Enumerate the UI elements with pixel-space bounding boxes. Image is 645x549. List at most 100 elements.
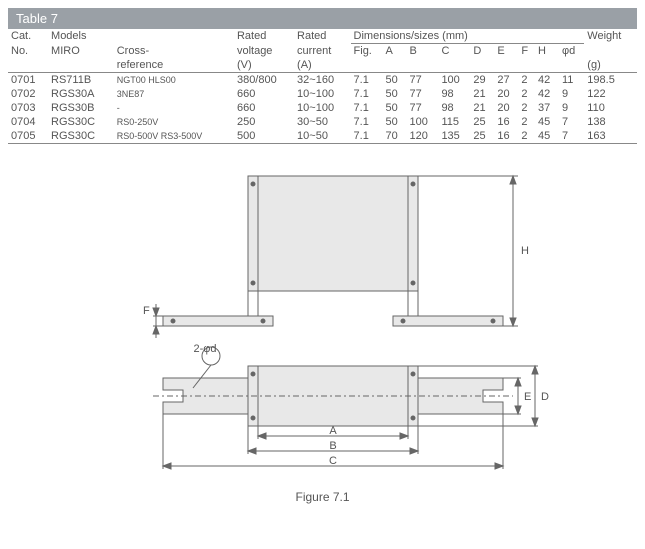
hdr-cat2: No. [8,44,48,59]
hdr-H: H [535,44,559,59]
hdr-models: Models [48,29,234,44]
table-title: Table 7 [8,8,637,29]
cell: 50 [383,73,407,88]
dim-label-E: E [524,391,531,403]
cell: 21 [470,87,494,101]
cell: 21 [470,101,494,115]
cell: 198.5 [584,73,637,88]
cell: 0705 [8,129,48,144]
cell: RGS30B [48,101,114,115]
cell: 98 [438,101,470,115]
hdr-cross1: Cross- [114,44,234,59]
cell: 11 [559,73,584,88]
cell: 115 [438,115,470,129]
hdr-cat1: Cat. [8,29,48,44]
hdr-E: E [494,44,518,59]
cell: RGS30C [48,129,114,144]
dim-label-D: D [541,391,549,403]
cell: 7 [559,115,584,129]
dim-label-F: F [143,305,150,317]
cell: 50 [383,87,407,101]
hdr-rv2: voltage [234,44,294,59]
hdr-rv1: Rated [234,29,294,44]
hdr-fig: Fig. [351,44,383,59]
cell: 20 [494,101,518,115]
cell: 25 [470,115,494,129]
cell: 2 [518,73,535,88]
cell: 30~50 [294,115,350,129]
hdr-A: A [383,44,407,59]
hdr-phid: φd [559,44,584,59]
cell: 10~100 [294,101,350,115]
cell: 77 [406,101,438,115]
cell: 500 [234,129,294,144]
table-row: 0703RGS30B-66010~1007.150779821202379110 [8,101,637,115]
hdr-w1: Weight [584,29,637,44]
table-row: 0701RS711BNGT00 HLS00380/80032~1607.1507… [8,73,637,88]
cell: 2 [518,115,535,129]
cell: 0704 [8,115,48,129]
cell: 7.1 [351,115,383,129]
cell: 42 [535,73,559,88]
cell: 100 [438,73,470,88]
cell: 45 [535,115,559,129]
cell: 20 [494,87,518,101]
cell: 2 [518,129,535,144]
cell: 16 [494,129,518,144]
table-row: 0704RGS30CRS0-250V25030~507.150100115251… [8,115,637,129]
cell: 50 [383,115,407,129]
table-row: 0705RGS30CRS0-500V RS3-500V50010~507.170… [8,129,637,144]
cell: 660 [234,87,294,101]
cell: 0701 [8,73,48,88]
hdr-C: C [438,44,470,59]
cell: 2 [518,101,535,115]
hdr-ri2: current [294,44,350,59]
table-row: 0702RGS30A3NE8766010~1007.15077982120242… [8,87,637,101]
cell: 660 [234,101,294,115]
cell: 42 [535,87,559,101]
cell: 3NE87 [114,87,234,101]
cell: 32~160 [294,73,350,88]
cell: 25 [470,129,494,144]
cell: 9 [559,101,584,115]
figure-caption: Figure 7.1 [8,490,637,504]
hdr-F: F [518,44,535,59]
cell: 0703 [8,101,48,115]
cell: 29 [470,73,494,88]
hdr-dims: Dimensions/sizes (mm) [351,29,585,44]
cell: 10~100 [294,87,350,101]
cell: RS711B [48,73,114,88]
cell: RGS30A [48,87,114,101]
hdr-rv3: (V) [234,58,294,73]
cell: 7 [559,129,584,144]
dim-label-phid: 2-φd [193,343,216,355]
hdr-miro: MIRO [48,44,114,59]
dim-label-B: B [329,440,336,452]
cell: 10~50 [294,129,350,144]
cell: 380/800 [234,73,294,88]
cell: 7.1 [351,73,383,88]
cell: 98 [438,87,470,101]
cell: 7.1 [351,129,383,144]
cell: 50 [383,101,407,115]
cell: 16 [494,115,518,129]
cell: NGT00 HLS00 [114,73,234,88]
cell: 138 [584,115,637,129]
cell: 7.1 [351,101,383,115]
spec-table: Cat. Models Rated Rated Dimensions/sizes… [8,29,637,144]
cell: RS0-500V RS3-500V [114,129,234,144]
cell: 250 [234,115,294,129]
cell: RS0-250V [114,115,234,129]
hdr-cross2: reference [114,58,234,73]
cell: 110 [584,101,637,115]
figure-7-1: H F 2-φd A B C E D [8,156,637,486]
cell: 120 [406,129,438,144]
cell: RGS30C [48,115,114,129]
hdr-D: D [470,44,494,59]
cell: - [114,101,234,115]
cell: 27 [494,73,518,88]
cell: 135 [438,129,470,144]
cell: 70 [383,129,407,144]
cell: 9 [559,87,584,101]
hdr-ri3: (A) [294,58,350,73]
